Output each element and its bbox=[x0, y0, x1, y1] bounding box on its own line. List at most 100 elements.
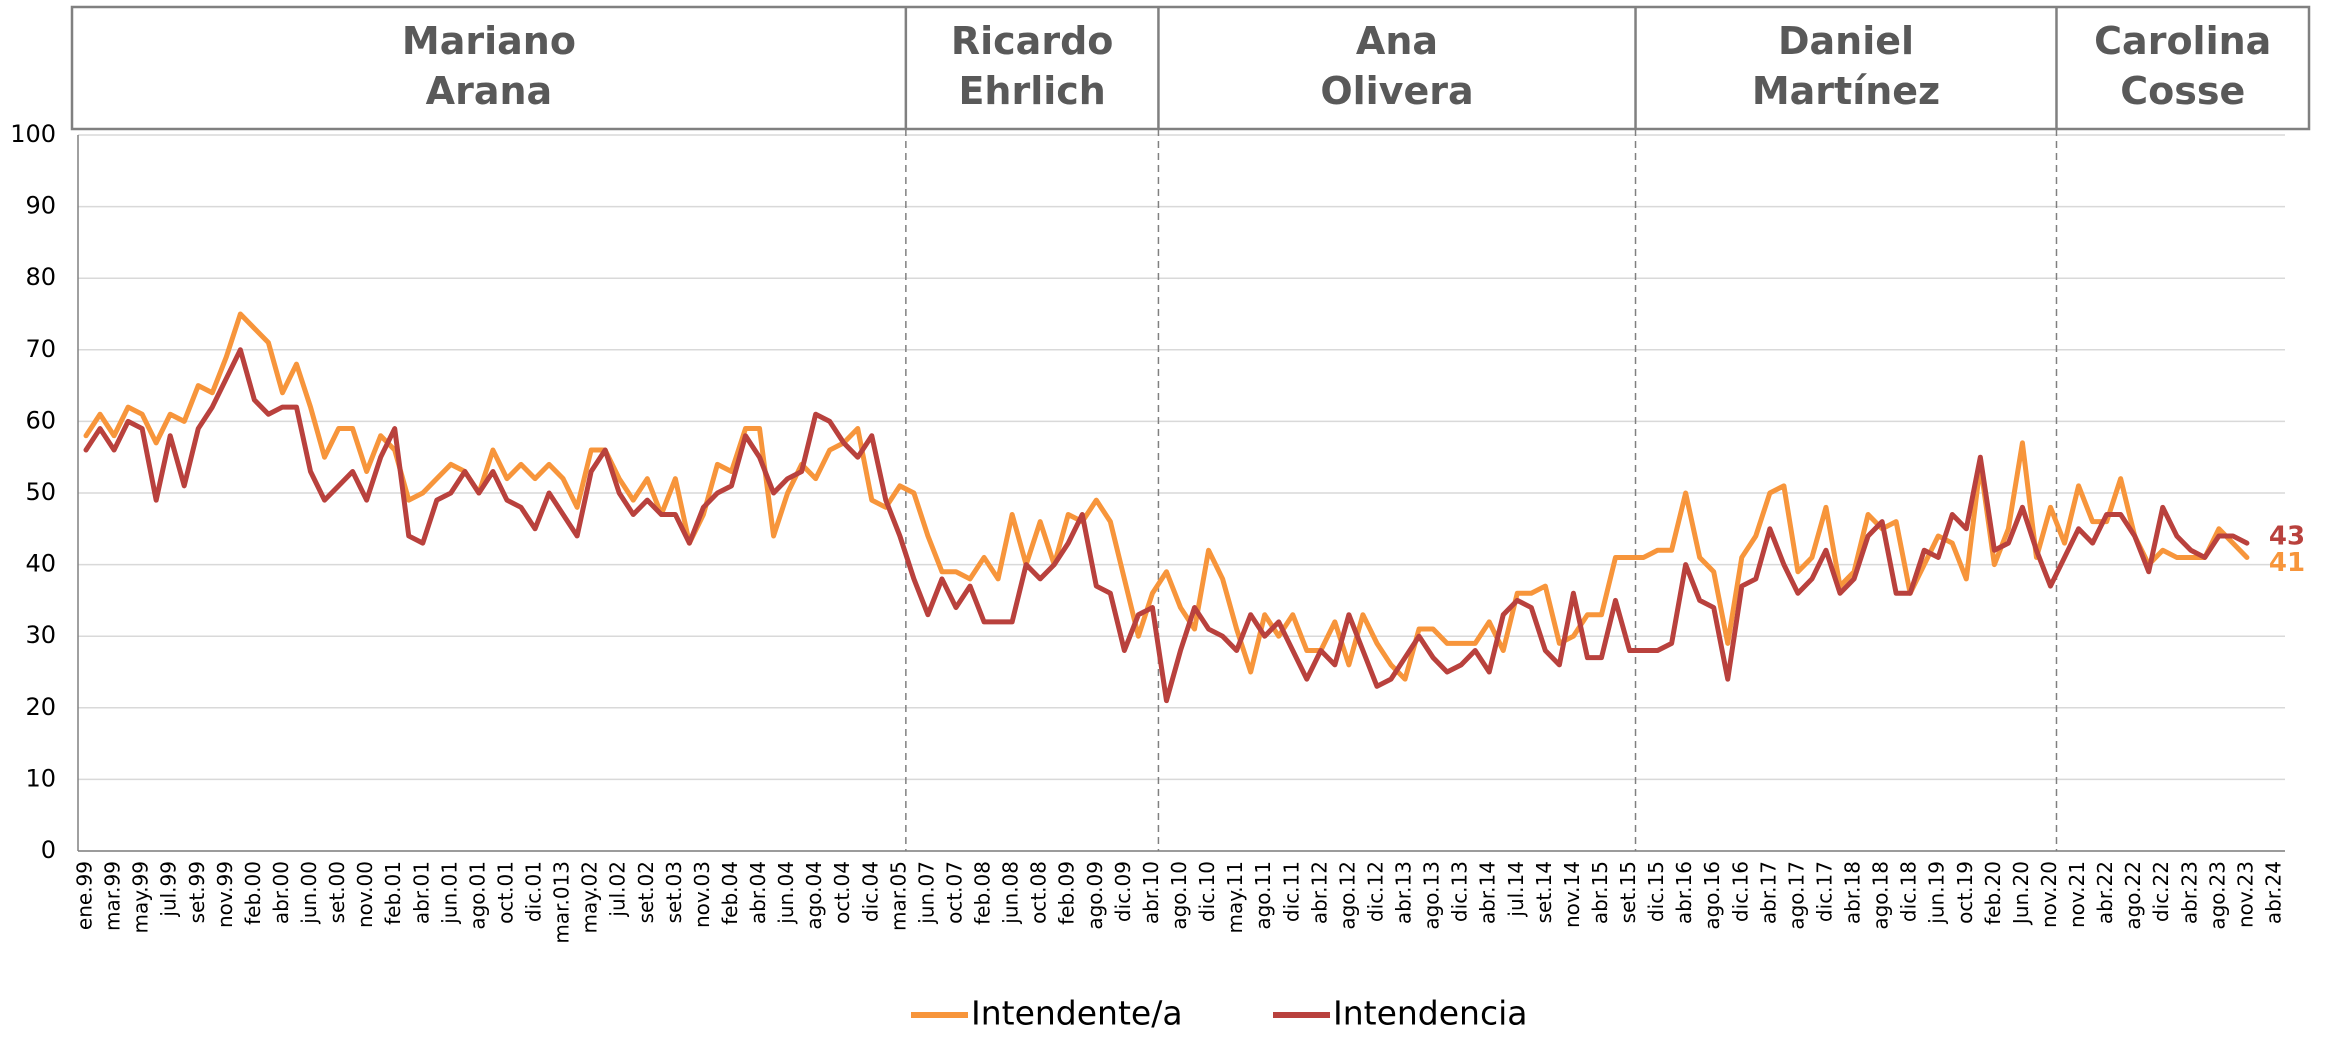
x-tick-label: nov.00 bbox=[353, 861, 377, 928]
x-tick-label: abr.14 bbox=[1476, 861, 1500, 924]
x-tick-label: feb.20 bbox=[1981, 861, 2005, 925]
x-tick-label: dic.16 bbox=[1728, 861, 1752, 922]
period-label: Ana Olivera bbox=[1320, 19, 1473, 113]
x-tick-label: ene.99 bbox=[73, 861, 97, 930]
x-tick-label: nov.20 bbox=[2037, 861, 2061, 928]
x-tick-label: dic.09 bbox=[1111, 861, 1135, 922]
x-tick-label: ago.13 bbox=[1420, 861, 1444, 930]
x-tick-label: jul.99 bbox=[157, 861, 181, 918]
series-line bbox=[83, 311, 2250, 682]
x-tick-label: dic.13 bbox=[1448, 861, 1472, 922]
x-tick-label: mar.013 bbox=[550, 861, 574, 944]
period-header bbox=[70, 5, 2311, 131]
period-label: Mariano Arana bbox=[402, 19, 576, 113]
x-tick-label: dic.12 bbox=[1363, 861, 1387, 922]
x-tick-label: Jun.20 bbox=[2009, 861, 2033, 926]
x-tick-label: dic.10 bbox=[1195, 861, 1219, 922]
x-tick-label: feb.08 bbox=[971, 861, 995, 925]
x-tick-label: dic.01 bbox=[522, 861, 546, 922]
x-tick-label: abr.00 bbox=[269, 861, 293, 924]
x-tick-label: abr.10 bbox=[1139, 861, 1163, 924]
x-tick-label: jun.08 bbox=[999, 861, 1023, 925]
x-tick-label: feb.00 bbox=[241, 861, 265, 925]
x-tick-label: dic.22 bbox=[2149, 861, 2173, 922]
x-tick-label: abr.04 bbox=[746, 861, 770, 924]
x-tick-label: dic.04 bbox=[858, 861, 882, 922]
x-tick-label: set.00 bbox=[325, 861, 349, 923]
period-label: Carolina Cosse bbox=[2094, 19, 2271, 113]
x-tick-label: set.03 bbox=[662, 861, 686, 923]
x-tick-label: dic.15 bbox=[1644, 861, 1668, 922]
y-tick-label: 90 bbox=[25, 192, 56, 220]
x-tick-label: feb.09 bbox=[1055, 861, 1079, 925]
legend-label: Intendencia bbox=[1333, 994, 1528, 1033]
y-tick-label: 80 bbox=[25, 263, 56, 291]
x-tick-label: oct.04 bbox=[830, 861, 854, 924]
y-tick-label: 30 bbox=[25, 621, 56, 649]
x-tick-label: set.14 bbox=[1532, 861, 1556, 923]
x-tick-label: oct.19 bbox=[1953, 861, 1977, 924]
period-label: Ricardo Ehrlich bbox=[951, 19, 1114, 113]
x-tick-label: may.11 bbox=[1223, 861, 1247, 934]
x-tick-label: nov.99 bbox=[213, 861, 237, 928]
x-tick-label: abr.13 bbox=[1392, 861, 1416, 924]
y-tick-label: 100 bbox=[10, 120, 56, 148]
end-label: 43 bbox=[2269, 522, 2305, 552]
x-tick-label: jun.01 bbox=[437, 861, 461, 925]
x-tick-label: jun.19 bbox=[1925, 861, 1949, 925]
x-tick-label: oct.07 bbox=[942, 861, 966, 924]
x-tick-label: jun.07 bbox=[914, 861, 938, 925]
x-tick-label: oct.08 bbox=[1027, 861, 1051, 924]
x-tick-label: oct.01 bbox=[493, 861, 517, 924]
y-tick-label: 20 bbox=[25, 693, 56, 721]
y-tick-label: 0 bbox=[41, 836, 56, 864]
y-tick-label: 70 bbox=[25, 335, 56, 363]
x-tick-label: ago.16 bbox=[1700, 861, 1724, 930]
x-tick-label: abr.24 bbox=[2262, 861, 2286, 924]
x-tick-label: abr.17 bbox=[1756, 861, 1780, 924]
x-tick-label: ago.23 bbox=[2205, 861, 2229, 930]
x-tick-label: abr.15 bbox=[1588, 861, 1612, 924]
legend-label: Intendente/a bbox=[971, 994, 1183, 1033]
x-tick-label: may.99 bbox=[129, 861, 153, 934]
x-tick-label: ago.22 bbox=[2121, 861, 2145, 930]
x-tick-label: dic.18 bbox=[1897, 861, 1921, 922]
x-tick-label: abr.16 bbox=[1672, 861, 1696, 924]
x-tick-label: abr.18 bbox=[1841, 861, 1865, 924]
x-tick-label: mar.05 bbox=[886, 861, 910, 931]
x-tick-label: ago.12 bbox=[1335, 861, 1359, 930]
period-label: Daniel Martínez bbox=[1752, 19, 1940, 113]
y-tick-label: 50 bbox=[25, 478, 56, 506]
x-tick-label: set.99 bbox=[185, 861, 209, 923]
x-tick-label: abr.23 bbox=[2177, 861, 2201, 924]
x-tick-label: ago.09 bbox=[1083, 861, 1107, 930]
y-tick-label: 10 bbox=[25, 764, 56, 792]
x-tick-label: ago.17 bbox=[1784, 861, 1808, 930]
x-tick-label: nov.14 bbox=[1560, 861, 1584, 928]
x-tick-label: may.02 bbox=[578, 861, 602, 934]
x-tick-label: jul.14 bbox=[1504, 861, 1528, 918]
x-tick-label: mar.99 bbox=[101, 861, 125, 931]
x-tick-label: ago.04 bbox=[802, 861, 826, 930]
x-tick-label: ago.10 bbox=[1167, 861, 1191, 930]
series-line bbox=[83, 347, 2250, 704]
x-tick-label: ago.11 bbox=[1251, 861, 1275, 930]
x-tick-label: feb.01 bbox=[381, 861, 405, 925]
y-tick-label: 60 bbox=[25, 406, 56, 434]
x-tick-label: nov.21 bbox=[2065, 861, 2089, 928]
x-tick-label: feb.04 bbox=[718, 861, 742, 925]
end-label: 41 bbox=[2269, 548, 2305, 578]
x-tick-label: nov.03 bbox=[690, 861, 714, 928]
x-tick-label: abr.12 bbox=[1307, 861, 1331, 924]
x-tick-label: abr.01 bbox=[409, 861, 433, 924]
x-tick-label: ago.18 bbox=[1869, 861, 1893, 930]
x-tick-label: abr.22 bbox=[2093, 861, 2117, 924]
x-tick-label: set.15 bbox=[1616, 861, 1640, 923]
x-tick-label: nov.23 bbox=[2233, 861, 2257, 928]
x-tick-label: jun.00 bbox=[297, 861, 321, 925]
x-tick-label: dic.17 bbox=[1812, 861, 1836, 922]
x-tick-label: jul.02 bbox=[606, 861, 630, 918]
x-tick-label: set.02 bbox=[634, 861, 658, 923]
y-tick-label: 40 bbox=[25, 550, 56, 578]
